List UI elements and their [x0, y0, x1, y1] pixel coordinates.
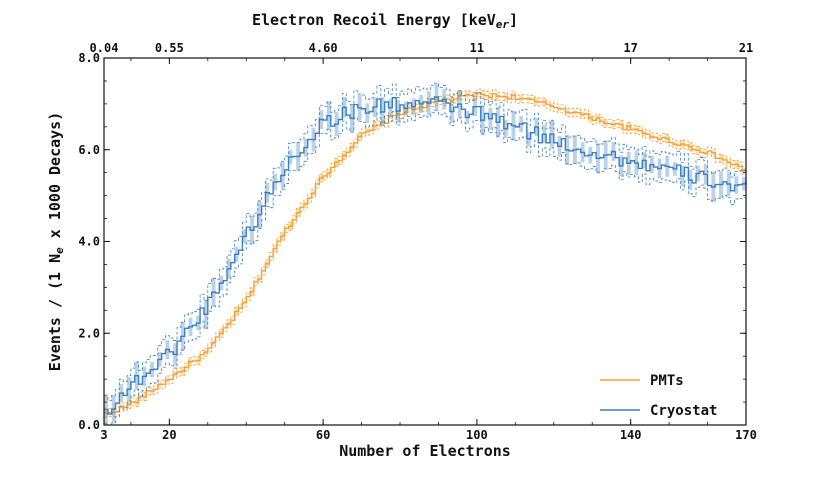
x-tick-label: 170	[735, 428, 757, 442]
top-x-tick-label: 21	[739, 41, 753, 55]
x-tick-label: 100	[466, 428, 488, 442]
top-x-tick-label: 0.04	[90, 41, 119, 55]
x-tick-label: 60	[316, 428, 330, 442]
y-axis-title-sub: e	[53, 247, 66, 254]
top-axis-title-sub: er	[496, 18, 510, 31]
legend: PMTs Cryostat	[600, 373, 717, 419]
legend-label-pmts: PMTs	[650, 373, 684, 389]
y-tick-label: 4.0	[78, 235, 100, 249]
lower-bound-line	[104, 110, 747, 426]
top-x-tick-label: 11	[470, 41, 484, 55]
legend-label-cryostat: Cryostat	[650, 403, 717, 419]
central-step-line	[104, 92, 747, 414]
y-axis-title-tail: x 1000 Decays)	[46, 112, 64, 247]
y-axis-title-main: Events / (1 N	[46, 254, 64, 371]
lower-bound-line	[104, 96, 747, 418]
x-tick-label: 20	[162, 428, 176, 442]
y-tick-label: 2.0	[78, 326, 100, 340]
series-cryostat	[104, 82, 747, 426]
top-x-tick-label: 17	[623, 41, 637, 55]
top-axis-title: Electron Recoil Energy [keVer]	[252, 11, 518, 31]
top-x-tick-label: 0.55	[155, 41, 184, 55]
upper-bound-line	[104, 82, 747, 401]
top-axis-title-tail: ]	[509, 11, 518, 29]
central-step-line	[104, 96, 747, 415]
y-tick-label: 8.0	[78, 51, 100, 65]
x-tick-label: 140	[620, 428, 642, 442]
top-axis-title-main: Electron Recoil Energy [keV	[252, 11, 496, 29]
x-tick-label: 3	[100, 428, 107, 442]
series-layer	[104, 82, 747, 426]
x-axis-title: Number of Electrons	[339, 442, 511, 460]
tick-layer: 3 20 60 100 140 170 0.04 0.55 4.60 11 17 21 0.0 2.0 4.…	[78, 41, 757, 442]
series-pmts	[104, 88, 747, 418]
y-tick-label: 0.0	[78, 418, 100, 432]
top-x-tick-label: 4.60	[309, 41, 338, 55]
y-tick-label: 6.0	[78, 143, 100, 157]
plot-frame	[103, 57, 747, 426]
y-axis-title: Events / (1 Ne x 1000 Decays)	[46, 112, 66, 372]
